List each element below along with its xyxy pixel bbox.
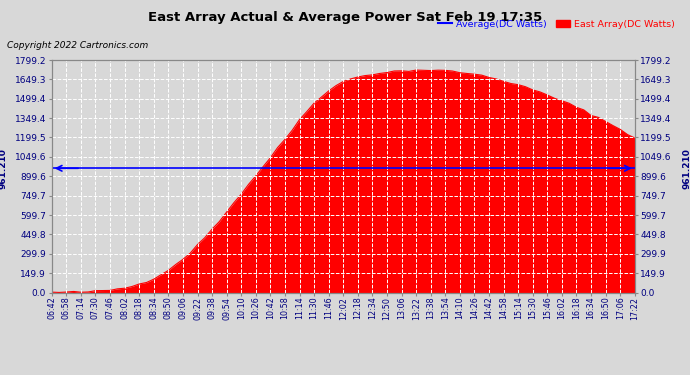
Legend: Average(DC Watts), East Array(DC Watts): Average(DC Watts), East Array(DC Watts)	[434, 16, 678, 33]
Text: East Array Actual & Average Power Sat Feb 19 17:35: East Array Actual & Average Power Sat Fe…	[148, 11, 542, 24]
Text: 961.210: 961.210	[682, 148, 690, 189]
Text: 961.210: 961.210	[0, 148, 8, 189]
Text: Copyright 2022 Cartronics.com: Copyright 2022 Cartronics.com	[7, 41, 148, 50]
